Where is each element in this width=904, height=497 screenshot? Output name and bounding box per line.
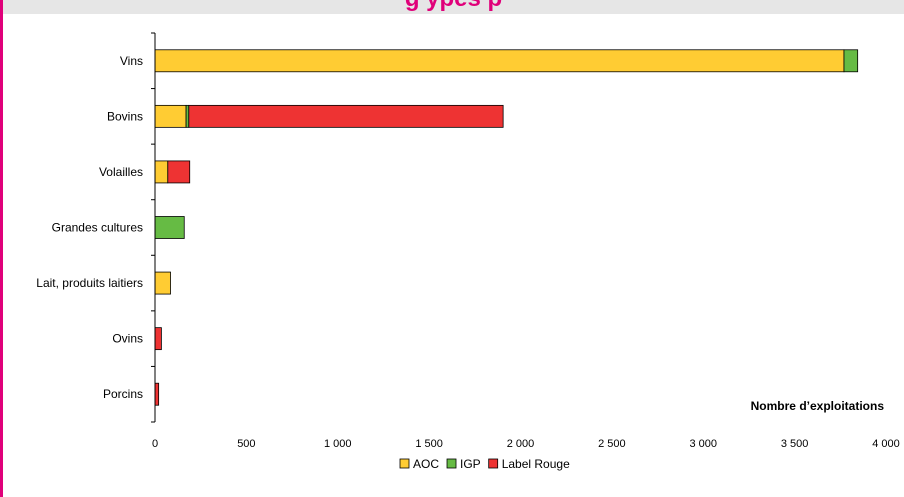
labels-layer: Vins Bovins Volailles Grandes cultures Lait,… [36,54,899,450]
category-label: Lait, produits laitiers [36,276,143,290]
x-tick-label: 0 [152,438,158,450]
left-accent-rule [0,0,3,497]
legend-swatch [399,458,410,469]
x-tick-label: 3 500 [781,438,809,450]
bar-segment-aoc [154,104,187,128]
x-tick-label: 4 000 [872,438,900,450]
bar-segment-igp [843,49,859,73]
x-tick-label: 2 500 [598,438,626,450]
bar-segment-aoc [154,49,845,73]
axis-layer [151,32,156,423]
x-tick-label: 1 000 [324,438,352,450]
category-label: Porcins [103,387,143,401]
category-label: Grandes cultures [52,221,143,235]
bar-segment-igp [154,216,185,239]
bar-segment-igp [185,104,190,128]
x-tick-label: 2 000 [507,438,535,450]
legend-label: Label Rouge [502,457,570,471]
bar-segment-label-rouge [154,327,162,351]
category-label: Ovins [112,332,143,346]
legend-swatch [446,458,457,469]
bar-segment-label-rouge [188,104,504,128]
category-label: Volailles [99,165,143,179]
legend-label: IGP [460,457,481,471]
title-banner: g ypes p [3,0,904,14]
category-label: Vins [120,54,143,68]
legend: AOC IGP Label Rouge [399,457,570,471]
bar-segment-label-rouge [154,382,160,406]
legend-label: AOC [413,457,439,471]
bars-layer [154,49,859,406]
bar-segment-aoc [154,160,169,184]
x-tick-label: 3 000 [689,438,717,450]
x-tick-label: 500 [237,438,255,450]
category-label: Bovins [107,109,143,123]
legend-swatch [488,458,499,469]
x-axis-title: Nombre d’exploitations [751,399,885,413]
page-title: g ypes p [3,0,904,12]
x-tick-label: 1 500 [415,438,443,450]
bar-segment-label-rouge [167,160,191,184]
bar-segment-aoc [154,271,171,295]
